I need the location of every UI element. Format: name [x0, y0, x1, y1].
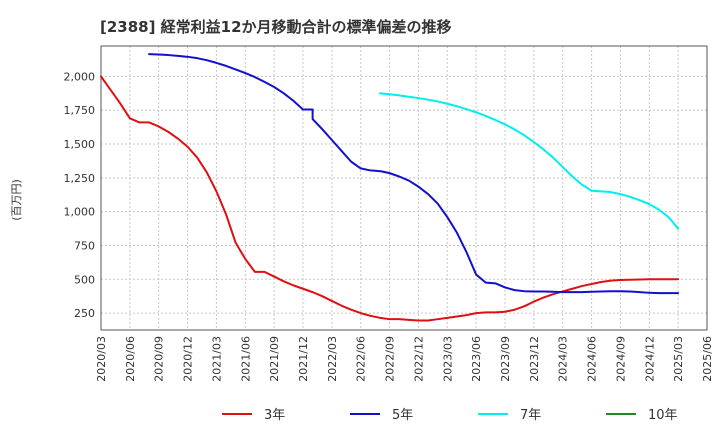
y-tick-label: 1,500 [64, 138, 96, 151]
x-tick-label: 2024/12 [643, 336, 656, 382]
series-line-1 [100, 75, 680, 322]
series-line-3 [378, 92, 680, 230]
x-tick-label: 2022/12 [412, 336, 425, 382]
legend-label-3: 7年 [520, 408, 541, 423]
legend: 3年 5年 7年 10年 [222, 408, 678, 423]
x-tick-label: 2024/06 [586, 336, 599, 382]
x-tick-label: 2021/12 [297, 336, 310, 382]
x-tick-label: 2020/12 [182, 336, 195, 382]
y-tick-label: 2,000 [64, 70, 96, 83]
x-tick-label: 2023/12 [528, 336, 541, 382]
x-tick-label: 2022/09 [384, 336, 397, 382]
x-tick-label: 2023/09 [499, 336, 512, 382]
legend-label-2: 5年 [392, 408, 413, 423]
x-tick-label: 2025/03 [672, 336, 685, 382]
x-tick-label: 2024/09 [614, 336, 627, 382]
x-tick-label: 2022/03 [326, 336, 339, 382]
x-tick-label: 2023/03 [441, 336, 454, 382]
y-tick-label: 500 [74, 273, 95, 286]
y-tick-label: 750 [74, 239, 95, 252]
series-line-2 [148, 53, 680, 295]
x-tick-label: 2022/06 [355, 336, 368, 382]
x-tick-label: 2021/03 [210, 336, 223, 382]
y-tick-label: 1,750 [64, 104, 96, 117]
y-tick-label: 250 [74, 307, 95, 320]
x-tick-label: 2024/03 [557, 336, 570, 382]
y-tick-label: 1,250 [64, 172, 96, 185]
x-tick-label: 2021/09 [268, 336, 281, 382]
y-axis-label: (百万円) [10, 179, 23, 221]
x-tick-label: 2020/09 [153, 336, 166, 382]
series-layer [100, 53, 680, 322]
x-tick-label: 2021/06 [239, 336, 252, 382]
legend-label-1: 3年 [264, 408, 285, 423]
x-tick-label: 2020/06 [124, 336, 137, 382]
x-tick-label: 2020/03 [95, 336, 108, 382]
legend-label-4: 10年 [648, 408, 678, 423]
grid-layer [100, 46, 708, 330]
x-tick-label: 2025/06 [701, 336, 714, 382]
axis-layer: 2020/03 2020/06 2020/09 2020/12 2021/03 2021/… [64, 45, 714, 382]
x-tick-label: 2023/06 [470, 336, 483, 382]
chart-title: [2388] 経常利益12か月移動合計の標準偏差の推移 [100, 18, 452, 36]
y-tick-label: 1,000 [64, 206, 96, 219]
plot-frame [100, 45, 708, 331]
